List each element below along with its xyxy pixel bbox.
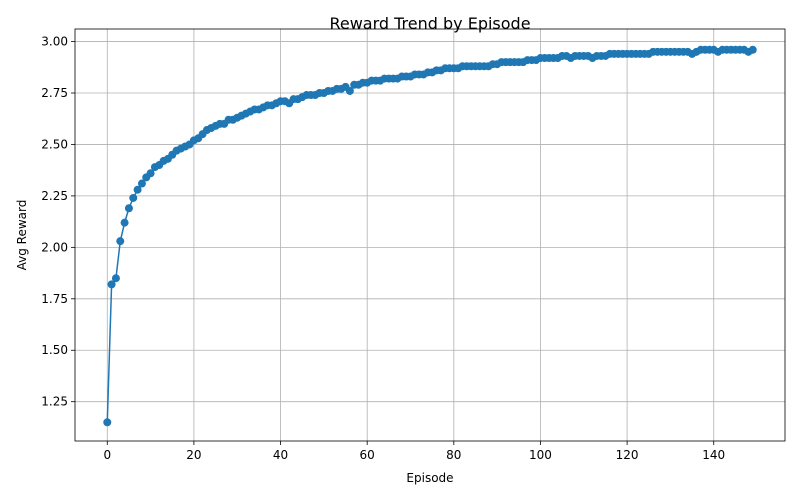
data-point: [137, 179, 146, 188]
y-tick-label: 2.25: [41, 189, 68, 203]
y-axis-label: Avg Reward: [15, 200, 29, 271]
y-tick-label: 3.00: [41, 35, 68, 49]
y-tick-label: 1.50: [41, 343, 68, 357]
chart-title: Reward Trend by Episode: [329, 14, 530, 33]
tick-layer: 0 20 40 60 80 100 120 140 1.25 1.50 1.75 2.00 2.25 2.…: [41, 35, 725, 462]
y-tick-label: 2.50: [41, 137, 68, 151]
series-layer: [103, 45, 757, 427]
x-tick-label: 120: [616, 448, 639, 462]
x-tick-label: 20: [186, 448, 201, 462]
data-point: [345, 86, 354, 95]
x-tick-label: 0: [103, 448, 111, 462]
data-point: [124, 204, 133, 213]
data-point: [116, 237, 125, 246]
data-point: [146, 169, 155, 178]
x-tick-label: 100: [529, 448, 552, 462]
y-tick-label: 2.75: [41, 86, 68, 100]
x-tick-label: 40: [273, 448, 288, 462]
x-tick-label: 60: [360, 448, 375, 462]
x-axis-label: Episode: [406, 471, 453, 485]
data-point: [120, 218, 129, 227]
y-tick-label: 1.25: [41, 395, 68, 409]
plot-frame: [74, 28, 786, 442]
data-point: [133, 185, 142, 194]
data-point: [129, 193, 138, 202]
y-tick-label: 1.75: [41, 292, 68, 306]
data-point: [748, 45, 757, 54]
x-tick-label: 80: [446, 448, 461, 462]
data-point: [111, 274, 120, 283]
y-tick-label: 2.00: [41, 240, 68, 254]
data-point: [103, 418, 112, 427]
data-point: [107, 280, 116, 289]
x-tick-label: 140: [702, 448, 725, 462]
